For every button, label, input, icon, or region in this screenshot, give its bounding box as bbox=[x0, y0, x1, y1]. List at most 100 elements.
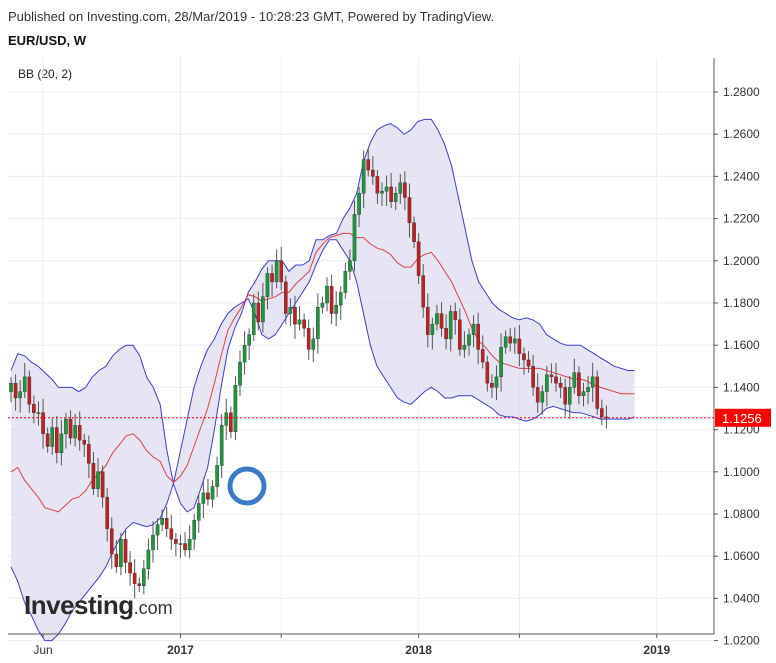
candle-body bbox=[421, 275, 426, 308]
candle-body bbox=[306, 328, 311, 350]
indicator-label[interactable]: BB (20, 2) bbox=[18, 67, 73, 81]
y-tick-label: 1.2400 bbox=[723, 169, 760, 183]
bb-lower-line bbox=[10, 239, 635, 642]
symbol-title: EUR/USD, W bbox=[8, 33, 86, 48]
candle-body bbox=[448, 311, 453, 340]
candle-body bbox=[517, 338, 522, 354]
x-tick-label: Jun bbox=[33, 643, 52, 657]
candle-body bbox=[274, 260, 279, 283]
candle-body bbox=[439, 313, 444, 329]
candle-body bbox=[490, 382, 494, 388]
bb-band-fill bbox=[11, 119, 635, 641]
candle-body bbox=[503, 336, 508, 348]
last-price-tag bbox=[715, 408, 771, 427]
candle-body bbox=[45, 433, 50, 447]
candle-body bbox=[238, 361, 242, 386]
candle-body bbox=[590, 376, 595, 388]
x-tick-label: 2018 bbox=[405, 643, 432, 657]
candle-body bbox=[348, 260, 352, 272]
candle-body bbox=[201, 492, 206, 504]
candle-body bbox=[462, 345, 467, 350]
candle-body bbox=[338, 292, 343, 306]
candle-body bbox=[416, 241, 421, 276]
candle-body bbox=[146, 549, 151, 570]
candle-body bbox=[393, 193, 398, 202]
candle-body bbox=[293, 307, 297, 325]
candle-body bbox=[210, 486, 215, 500]
candle-body bbox=[229, 412, 233, 432]
candle-body bbox=[412, 222, 416, 243]
candle-body bbox=[352, 214, 357, 262]
candle-body bbox=[279, 260, 284, 283]
candle-body bbox=[59, 433, 64, 454]
candle-body bbox=[96, 471, 100, 489]
candle-body bbox=[567, 387, 572, 405]
candle-body bbox=[444, 328, 448, 340]
y-tick-label: 1.0400 bbox=[723, 591, 760, 605]
logo-main: Investing bbox=[24, 590, 134, 620]
candle-body bbox=[36, 412, 41, 414]
y-tick-label: 1.0600 bbox=[723, 549, 760, 563]
candle-body bbox=[192, 520, 197, 540]
candle-body bbox=[453, 311, 458, 321]
candle-body bbox=[494, 376, 499, 388]
candle-body bbox=[142, 568, 146, 586]
candle-body bbox=[174, 539, 178, 544]
candle-body bbox=[32, 404, 36, 413]
candle-body bbox=[329, 285, 334, 314]
candle-body bbox=[155, 524, 160, 536]
candle-body bbox=[87, 444, 91, 464]
y-tick-label: 1.2200 bbox=[723, 212, 760, 226]
candle-body bbox=[425, 307, 430, 335]
y-tick-label: 1.1600 bbox=[723, 338, 760, 352]
candle-body bbox=[64, 418, 68, 435]
candle-body bbox=[563, 387, 567, 405]
candle-body bbox=[467, 334, 471, 346]
candle-body bbox=[206, 492, 210, 500]
y-tick-label: 1.0200 bbox=[723, 634, 760, 648]
candle-body bbox=[572, 372, 577, 388]
candle-body bbox=[371, 169, 375, 177]
candle-body bbox=[114, 553, 119, 567]
candle-body bbox=[334, 304, 338, 314]
candle-body bbox=[50, 427, 55, 447]
candle-body bbox=[600, 408, 604, 418]
candle-body bbox=[270, 273, 274, 283]
last-price-label: 1.1256 bbox=[722, 411, 762, 426]
candle-body bbox=[375, 176, 380, 194]
candle-body bbox=[27, 376, 32, 405]
candle-body bbox=[13, 382, 18, 399]
candle-body bbox=[187, 539, 192, 551]
candle-body bbox=[380, 190, 384, 194]
candle-body bbox=[128, 562, 132, 574]
candle-body bbox=[215, 465, 219, 487]
candle-body bbox=[251, 302, 256, 335]
candle-body bbox=[247, 334, 251, 346]
candle-body bbox=[196, 503, 201, 521]
candle-body bbox=[68, 418, 73, 439]
candle-body bbox=[316, 307, 320, 340]
candle-body bbox=[22, 376, 27, 392]
y-tick-label: 1.2600 bbox=[723, 127, 760, 141]
candle-body bbox=[183, 543, 187, 551]
candle-body bbox=[284, 281, 288, 314]
candle-body bbox=[219, 425, 224, 466]
candle-body bbox=[265, 273, 270, 297]
highlight-circle bbox=[227, 466, 267, 506]
candle-body bbox=[526, 359, 531, 367]
y-tick-label: 1.2000 bbox=[723, 254, 760, 268]
logo-suffix: .com bbox=[133, 598, 173, 618]
candle-body bbox=[77, 425, 82, 441]
candle-body bbox=[123, 539, 128, 563]
candle-body bbox=[545, 374, 549, 392]
candle-body bbox=[581, 391, 586, 397]
candle-body bbox=[513, 338, 517, 344]
candle-body bbox=[302, 319, 306, 329]
candle-body bbox=[160, 518, 164, 525]
candle-body bbox=[403, 182, 407, 198]
candle-body bbox=[398, 182, 403, 194]
y-tick-label: 1.0800 bbox=[723, 507, 760, 521]
candle-body bbox=[577, 372, 581, 397]
candle-body bbox=[480, 349, 485, 363]
